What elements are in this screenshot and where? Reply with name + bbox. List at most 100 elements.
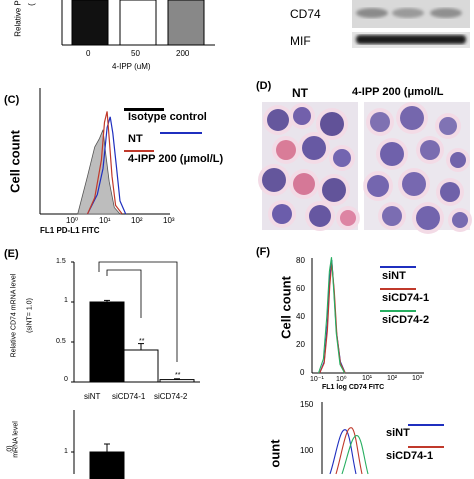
d-cell-16 xyxy=(420,140,440,160)
d-cell-1 xyxy=(293,107,311,125)
f-legend-swatch-sint xyxy=(380,266,416,268)
panel-f-xtick-0: 10⁻¹ xyxy=(310,376,324,383)
panel-e-sig-2: ** xyxy=(175,372,181,379)
panel-f-label: (F) xyxy=(256,246,271,258)
d-cell-12 xyxy=(370,112,390,132)
d-cell-10 xyxy=(309,205,331,227)
panel-b-ylabel-fragment: Relative P xyxy=(13,0,23,37)
tick-b-0: 0 xyxy=(86,49,91,58)
panel-c-tick-3: 10³ xyxy=(163,216,175,225)
d-cell-20 xyxy=(440,182,460,202)
blot-image xyxy=(352,0,470,48)
panel-d-label: (D) xyxy=(256,80,272,92)
panel-f-xlabel: FL1 log CD74 FITC xyxy=(322,384,385,391)
f-series-siCD74-2 xyxy=(317,257,346,374)
legend-label-nt: NT xyxy=(128,133,143,145)
e-bar-siCD74-2 xyxy=(159,379,195,383)
panel-f-xtick-4: 10³ xyxy=(412,375,423,382)
d-cell-17 xyxy=(450,152,466,168)
panel-e-label: (E) xyxy=(4,248,19,260)
f-legend-label-sint: siNT xyxy=(382,270,406,282)
panel-b-bar-chart xyxy=(61,0,215,46)
blot-label-mif: MIF xyxy=(290,34,311,48)
d-cell-9 xyxy=(272,204,292,224)
f-legend-label-sicd74-2: siCD74-2 xyxy=(382,314,430,326)
panel-d: (D) NT 4-IPP 200 (μmol/L xyxy=(252,80,474,240)
panel-e-ytick-0: 0 xyxy=(64,376,68,383)
g-curve-sint xyxy=(329,429,357,475)
panel-d-title-nt: NT xyxy=(292,86,308,100)
legend-swatch-nt xyxy=(160,132,202,134)
panel-g-ytick-150: 150 xyxy=(300,400,314,409)
panel-e-cat-0: siNT xyxy=(84,392,101,401)
panel-f: (F) Cell count 0 20 40 60 80 10⁻¹ 10⁰ 10… xyxy=(252,240,474,391)
panel-b-paren: ( xyxy=(26,3,36,6)
e-lower-bar-sint xyxy=(89,451,125,479)
d-cell-23 xyxy=(452,212,468,228)
g-legend-label-sicd74-1: siCD74-1 xyxy=(386,450,434,462)
d-cell-21 xyxy=(382,206,402,226)
g-legend-swatch-sint xyxy=(408,424,444,426)
panel-f-xtick-3: 10² xyxy=(387,375,398,382)
e-bracket-2 xyxy=(98,261,178,362)
d-cell-14 xyxy=(439,117,457,135)
panel-c-xlabel: FL1 PD-L1 FITC xyxy=(40,226,100,235)
panel-b-xlabel: 4-IPP (uM) xyxy=(112,62,151,71)
panel-e-lower-ylabel-1: mRNA level xyxy=(12,421,20,458)
bar-b-50 xyxy=(119,0,157,46)
legend-swatch-ipp xyxy=(124,150,154,152)
panel-c: (C) Cell count 10⁰ 10¹ 10² 10³ FL1 PD-L1… xyxy=(0,88,240,238)
legend-swatch-isotype xyxy=(124,108,164,111)
panel-c-histogram xyxy=(39,88,170,215)
panel-f-xtick-2: 10¹ xyxy=(362,375,373,382)
d-cell-15 xyxy=(380,142,404,166)
d-cell-2 xyxy=(320,112,344,136)
tick-b-200: 200 xyxy=(176,49,190,58)
panel-c-legend: Isotype control NT 4-IPP 200 (μmol/L) xyxy=(124,106,240,165)
panel-f-ytick-2: 40 xyxy=(296,312,305,321)
d-cell-0 xyxy=(267,109,289,131)
panel-e-ytick-3: 1.5 xyxy=(56,258,66,265)
panel-g-ytick-100: 100 xyxy=(300,446,314,455)
panel-f-histogram xyxy=(311,257,424,374)
panel-e-lower-ytick: 1 xyxy=(64,448,68,455)
panel-d-micrographs xyxy=(258,101,472,234)
legend-label-ipp: 4-IPP 200 (μmol/L) xyxy=(128,153,224,165)
panel-e-ytick-1: 0.5 xyxy=(56,338,66,345)
panel-g-histogram xyxy=(321,402,369,475)
e-bar-siNT xyxy=(89,301,125,383)
tick-b-50: 50 xyxy=(131,49,140,58)
d-divider xyxy=(358,101,364,231)
g-legend-swatch-sicd74-1 xyxy=(408,446,444,448)
panel-b-left: Relative P ( 0 50 200 4-IPP (uM) xyxy=(0,0,240,80)
d-cell-18 xyxy=(367,175,389,197)
panel-g: ount 150 100 siNT siCD74-1 xyxy=(252,396,474,475)
panel-f-legend: siNT siCD74-1 siCD74-2 xyxy=(380,264,474,330)
series-nt xyxy=(86,116,127,215)
legend-label-isotype: Isotype control xyxy=(128,111,207,123)
panel-e-sig-1: ** xyxy=(139,338,145,345)
d-cell-6 xyxy=(262,168,286,192)
d-cell-19 xyxy=(402,172,426,196)
d-cell-11 xyxy=(340,210,356,226)
d-cell-5 xyxy=(333,149,351,167)
e-bracket-1 xyxy=(106,269,142,318)
panel-f-ytick-0: 0 xyxy=(300,368,305,377)
panel-c-tick-0: 10⁰ xyxy=(66,216,79,225)
panel-c-tick-1: 10¹ xyxy=(99,216,111,225)
panel-e-cat-2: siCD74-2 xyxy=(154,392,188,401)
g-curve-3 xyxy=(341,435,369,475)
panel-f-xtick-1: 10⁰ xyxy=(336,376,347,383)
series-4-ipp-200 xyxy=(86,111,123,215)
g-legend-label-sint: siNT xyxy=(386,427,410,439)
f-legend-swatch-sicd74-1 xyxy=(380,288,416,290)
panel-g-legend: siNT siCD74-1 xyxy=(384,420,474,466)
d-cell-4 xyxy=(302,136,326,160)
bar-b-200 xyxy=(167,0,205,46)
d-cell-13 xyxy=(400,106,424,130)
d-cell-22 xyxy=(416,206,440,230)
panel-e-cat-1: siCD74-1 xyxy=(112,392,146,401)
panel-f-ytick-3: 60 xyxy=(296,284,305,293)
g-curve-sicd74-1 xyxy=(335,427,363,475)
panel-e: (E) Relative CD74 mRNA level (siNT= 1.0)… xyxy=(0,248,240,479)
